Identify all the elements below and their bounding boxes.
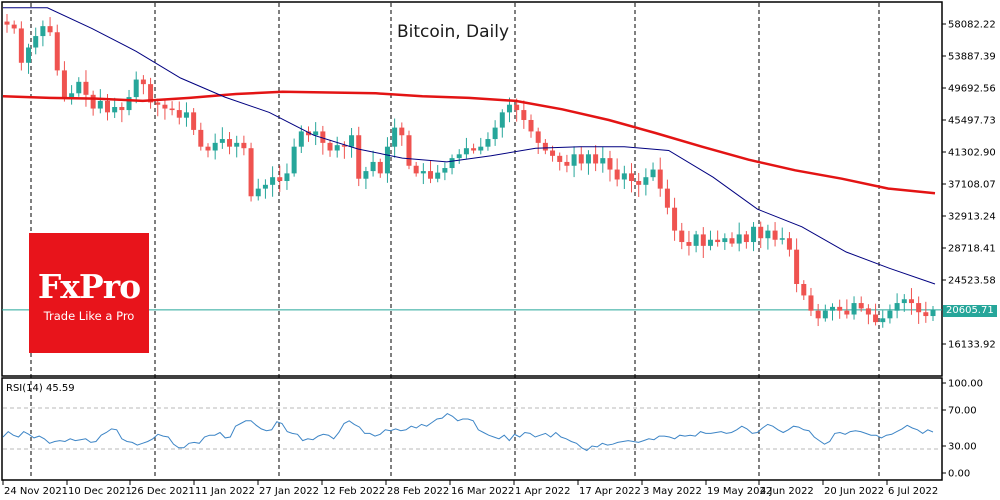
price-tick-label: 28718.41 [948, 244, 996, 255]
rsi-axis: 100.00 70.00 30.00 0.00 [942, 379, 983, 480]
rsi-tick-label: 0.00 [948, 469, 970, 480]
price-tick-label: 16133.92 [948, 340, 996, 351]
rsi-pane-frame [1, 377, 943, 481]
date-tick-label: 24 Nov 2021 [4, 486, 68, 497]
time-axis: 24 Nov 2021 10 Dec 2021 26 Dec 2021 11 Jan … [2, 480, 938, 497]
rsi-label: RSI(14) 45.59 [6, 383, 75, 394]
date-tick-label: 27 Jan 2022 [259, 486, 319, 497]
date-tick-label: 12 Feb 2022 [323, 486, 385, 497]
date-tick-label: 1 Apr 2022 [515, 486, 570, 497]
rsi-tick-label: 70.00 [948, 406, 977, 417]
rsi-line [2, 412, 934, 452]
date-tick-label: 6 Jul 2022 [888, 486, 938, 497]
fxpro-logo: FxPro Trade Like a Pro [29, 233, 149, 353]
date-tick-label: 19 May 2022 [707, 486, 772, 497]
date-tick-label: 16 Mar 2022 [451, 486, 514, 497]
price-tick-label: 53887.39 [948, 52, 996, 63]
rsi-tick-label: 100.00 [948, 379, 983, 390]
date-tick-label: 4 Jun 2022 [760, 486, 814, 497]
price-candles [4, 14, 936, 328]
price-tick-label: 58082.22 [948, 20, 996, 31]
price-tick-label: 37108.07 [948, 180, 996, 191]
date-tick-label: 26 Dec 2021 [131, 486, 195, 497]
ma-slow-line [2, 90, 936, 195]
date-tick-label: 20 Jun 2022 [824, 486, 884, 497]
date-tick-label: 17 Apr 2022 [579, 486, 641, 497]
price-tick-label: 45497.73 [948, 116, 996, 127]
ma-fast-line [3, 7, 936, 285]
price-tick-label: 49692.56 [948, 84, 996, 95]
date-tick-label: 11 Jan 2022 [195, 486, 255, 497]
vertical-period-separators [30, 3, 880, 479]
price-tick-label: 41302.90 [948, 148, 996, 159]
date-tick-label: 10 Dec 2021 [68, 486, 132, 497]
chart-title: Bitcoin, Daily [397, 22, 509, 42]
rsi-tick-label: 30.00 [948, 442, 977, 453]
date-tick-label: 3 May 2022 [643, 486, 702, 497]
logo-tagline: Trade Like a Pro [43, 309, 135, 323]
date-tick-label: 28 Feb 2022 [387, 486, 449, 497]
logo-brand: FxPro [37, 267, 141, 306]
current-price-tag: 20605.71 [943, 305, 997, 317]
price-tick-label: 24523.58 [948, 276, 996, 287]
price-tick-label: 32913.24 [948, 212, 996, 223]
price-axis: 58082.22 53887.39 49692.56 45497.73 41302.90… [942, 20, 996, 351]
